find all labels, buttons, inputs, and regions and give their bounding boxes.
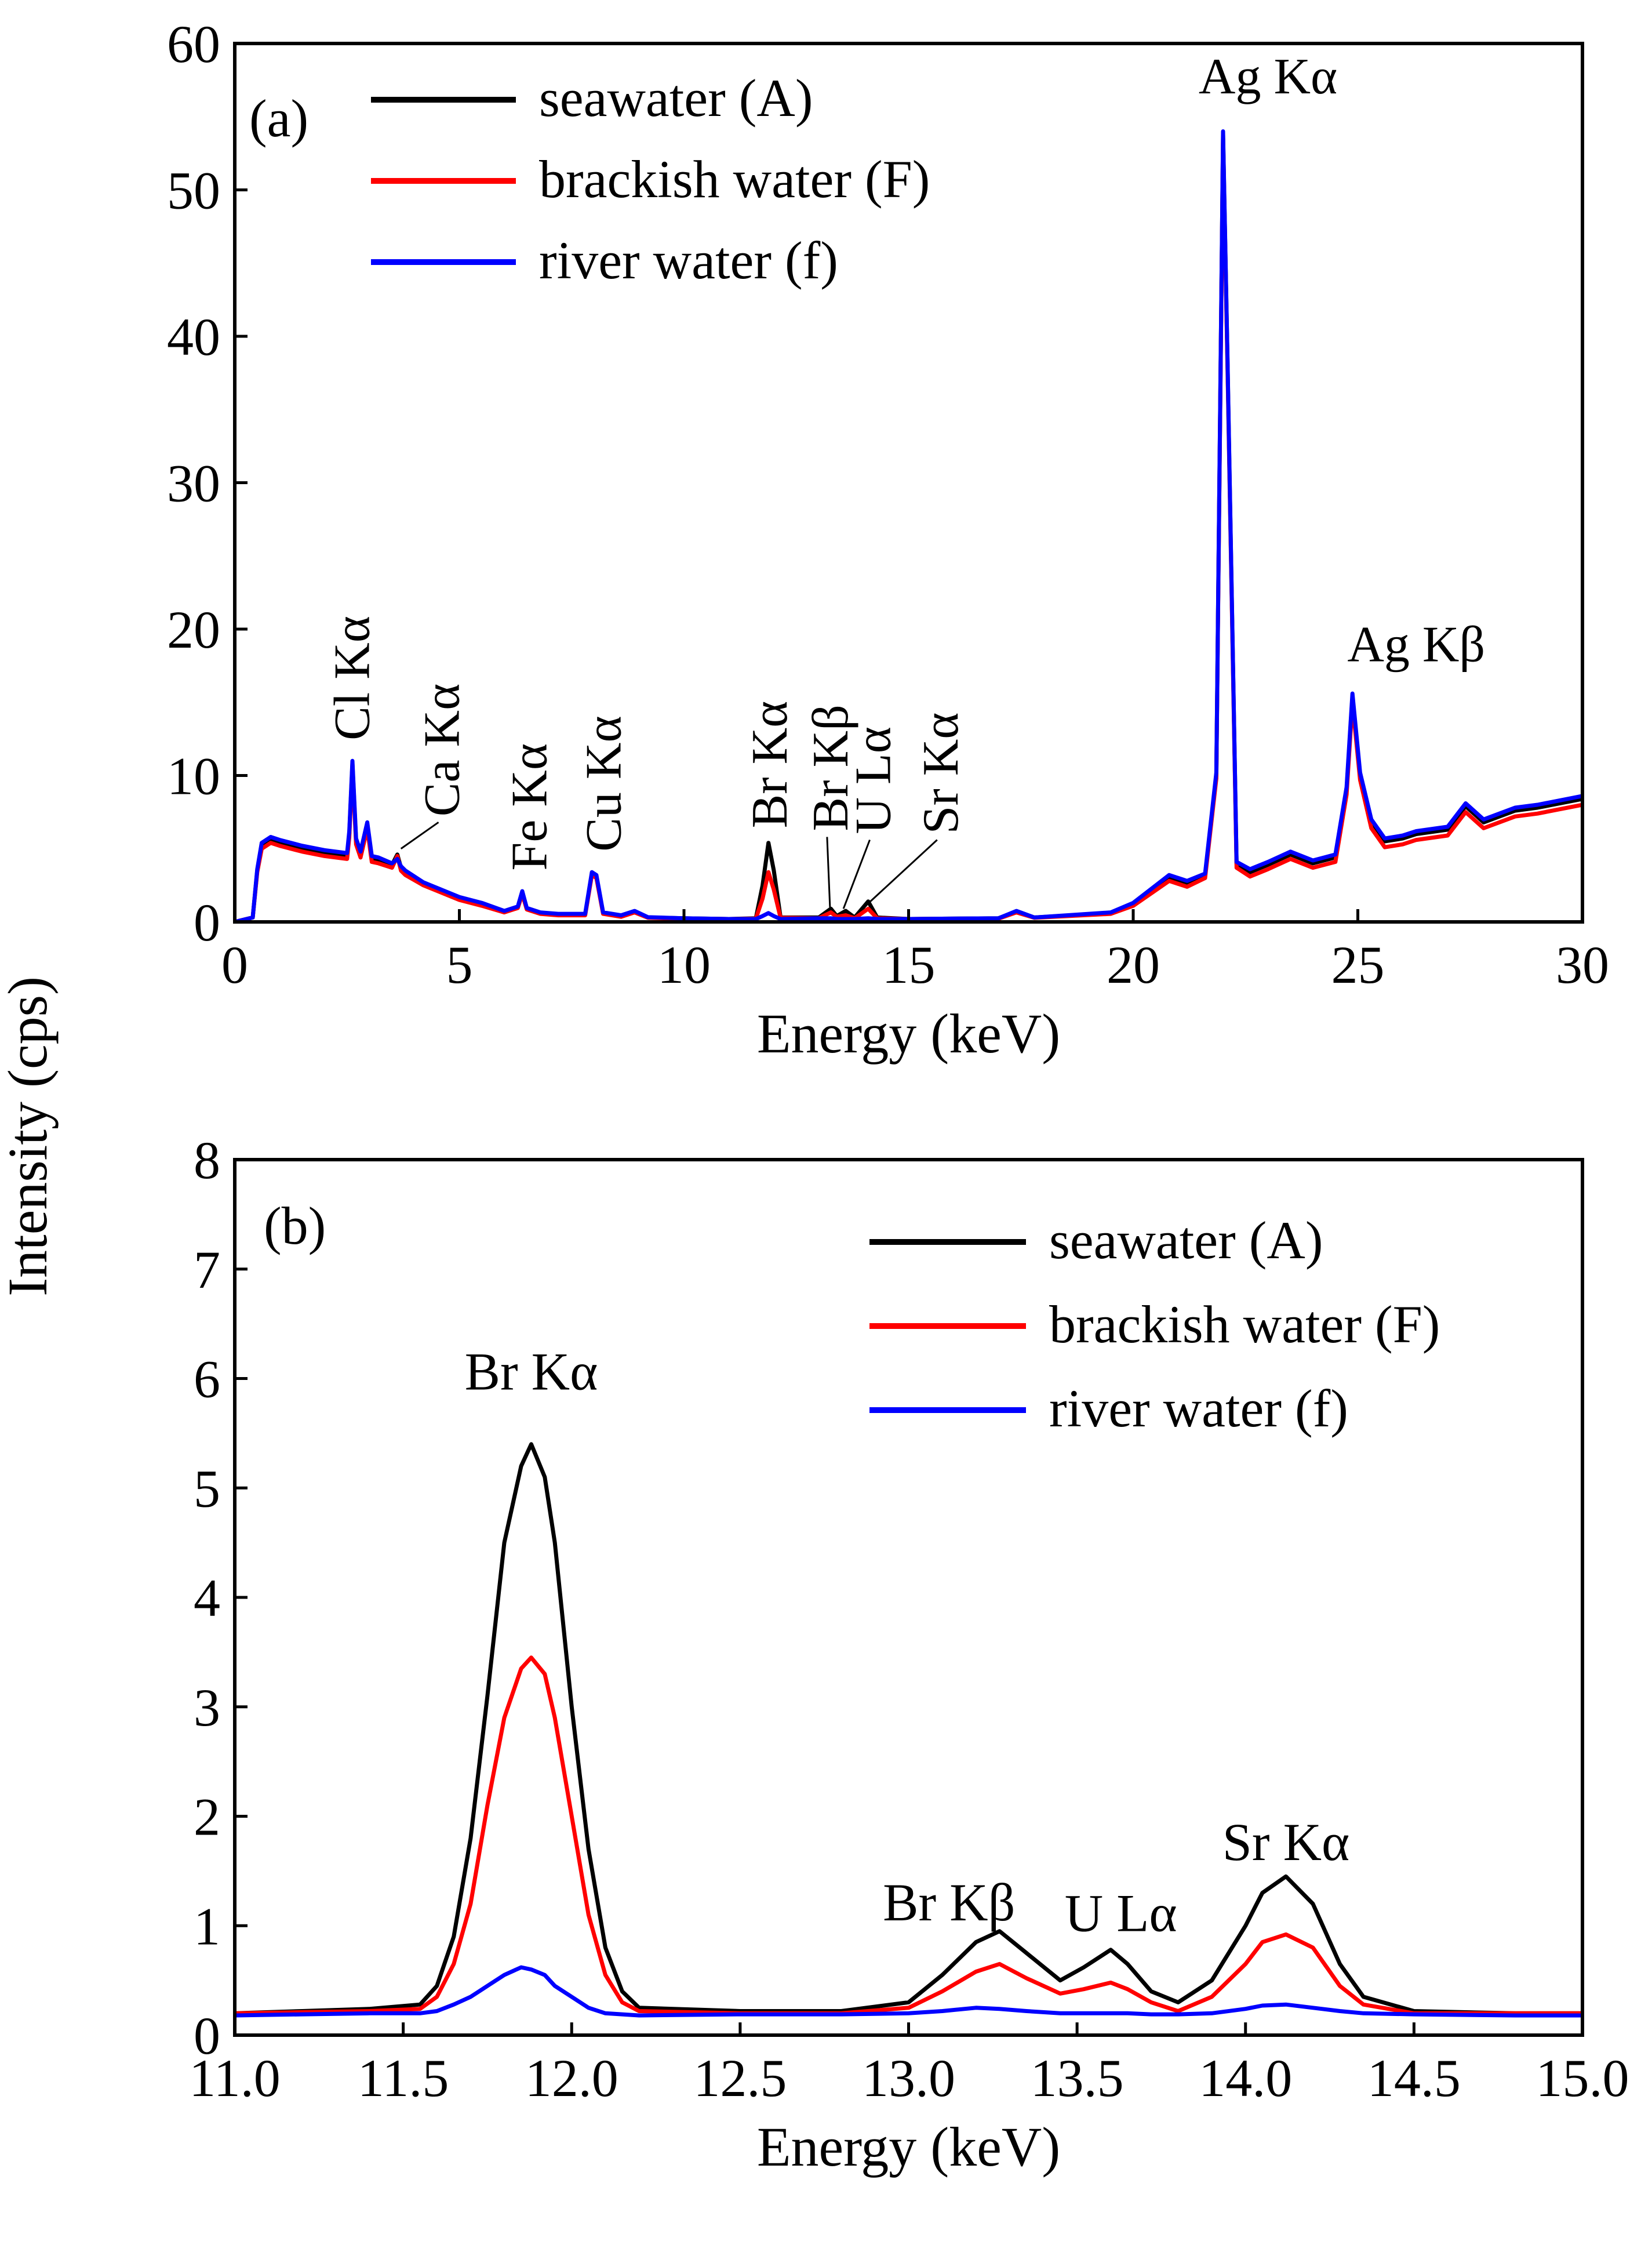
x-tick-label: 12.0 xyxy=(525,2048,618,2108)
legend-label-0: seawater (A) xyxy=(539,68,813,128)
y-axis-title: Intensity (cps) xyxy=(0,976,59,1296)
series-group xyxy=(235,1442,1582,2018)
legend-label-2: river water (f) xyxy=(539,231,838,290)
panel-label: (a) xyxy=(249,89,308,148)
x-tick-label: 25 xyxy=(1331,935,1385,994)
y-tick-label: 8 xyxy=(194,1131,220,1190)
y-tick-label: 0 xyxy=(194,893,220,952)
peak-annotation: Br Kβ xyxy=(803,704,859,831)
peak-annotation: Ag Kβ xyxy=(1347,617,1485,673)
y-tick-label: 3 xyxy=(194,1678,220,1737)
x-tick-label: 14.5 xyxy=(1367,2048,1461,2108)
series-group xyxy=(235,129,1582,922)
series-line-0 xyxy=(235,1442,1582,2015)
x-axis-title: Energy (keV) xyxy=(757,1002,1060,1065)
series-line-1 xyxy=(235,1655,1582,2015)
peak-annotation: Ag Kα xyxy=(1199,49,1337,105)
legend: seawater (A) brackish water (F) river wate… xyxy=(869,1211,1440,1438)
y-tick-label: 60 xyxy=(167,14,220,74)
legend-label-1: brackish water (F) xyxy=(1049,1295,1440,1354)
y-tick-label: 7 xyxy=(194,1240,220,1299)
peak-annotation: Fe Kα xyxy=(502,743,558,871)
x-tick-label: 0 xyxy=(221,935,248,994)
x-tick-label: 5 xyxy=(446,935,473,994)
x-tick-label: 13.5 xyxy=(1031,2048,1124,2108)
y-tick-label: 5 xyxy=(194,1459,220,1518)
x-tick-label: 11.5 xyxy=(358,2048,449,2108)
y-tick-label: 40 xyxy=(167,307,220,366)
legend-label-0: seawater (A) xyxy=(1049,1211,1323,1270)
peak-annotation: Br Kβ xyxy=(883,1873,1015,1932)
y-tick-label: 2 xyxy=(194,1788,220,1847)
y-tick-label: 20 xyxy=(167,600,220,659)
annotation-leader xyxy=(869,839,938,902)
annotation-leader xyxy=(400,821,439,849)
y-tick-label: 1 xyxy=(194,1897,220,1956)
x-tick-label: 15 xyxy=(882,935,936,994)
peak-annotation: Sr Kα xyxy=(1222,1813,1349,1872)
panel-a: 0 5 10 15 20 25 30 0 10 20 30 40 50 60 Energy (keV) (a)… xyxy=(167,14,1609,1065)
y-tick-label: 0 xyxy=(194,2006,220,2065)
y-tick-label: 6 xyxy=(194,1350,220,1409)
y-tick-label: 50 xyxy=(167,161,220,220)
x-tick-label: 12.5 xyxy=(693,2048,787,2108)
peak-annotation: Br Kα xyxy=(465,1342,598,1401)
y-tick-label: 10 xyxy=(167,747,220,806)
x-tick-label: 11.0 xyxy=(189,2048,281,2108)
y-tick-label: 30 xyxy=(167,454,220,513)
peak-annotation: Ca Kα xyxy=(414,684,471,816)
peak-annotation: Br Kα xyxy=(742,701,798,829)
x-tick-label: 30 xyxy=(1556,935,1609,994)
x-tick-label: 15.0 xyxy=(1536,2048,1629,2108)
peak-annotation: Cu Kα xyxy=(576,715,632,851)
annotation-leader xyxy=(826,837,831,907)
peak-annotation: Cl Kα xyxy=(325,616,381,740)
x-tick-label: 20 xyxy=(1107,935,1160,994)
legend-label-1: brackish water (F) xyxy=(539,150,930,209)
y-tick-label: 4 xyxy=(194,1568,220,1628)
panel-b: 11.0 11.5 12.0 12.5 13.0 13.5 14.0 14.5 15.0 0 1 2 3… xyxy=(189,1131,1629,2178)
legend-label-2: river water (f) xyxy=(1049,1379,1348,1438)
x-tick-label: 13.0 xyxy=(862,2048,955,2108)
peak-annotation: Sr Kα xyxy=(913,713,969,834)
x-tick-label: 10 xyxy=(657,935,711,994)
x-axis-title: Energy (keV) xyxy=(757,2116,1060,2178)
series-line-2 xyxy=(235,1965,1582,2018)
series-line-2 xyxy=(235,129,1582,922)
annotation-leader xyxy=(842,839,871,909)
x-tick-label: 14.0 xyxy=(1199,2048,1292,2108)
peak-annotation: U Lα xyxy=(1065,1884,1177,1943)
legend: seawater (A) brackish water (F) river wate… xyxy=(371,68,930,290)
panel-label: (b) xyxy=(264,1196,326,1255)
peak-annotation: U Lα xyxy=(846,727,902,834)
